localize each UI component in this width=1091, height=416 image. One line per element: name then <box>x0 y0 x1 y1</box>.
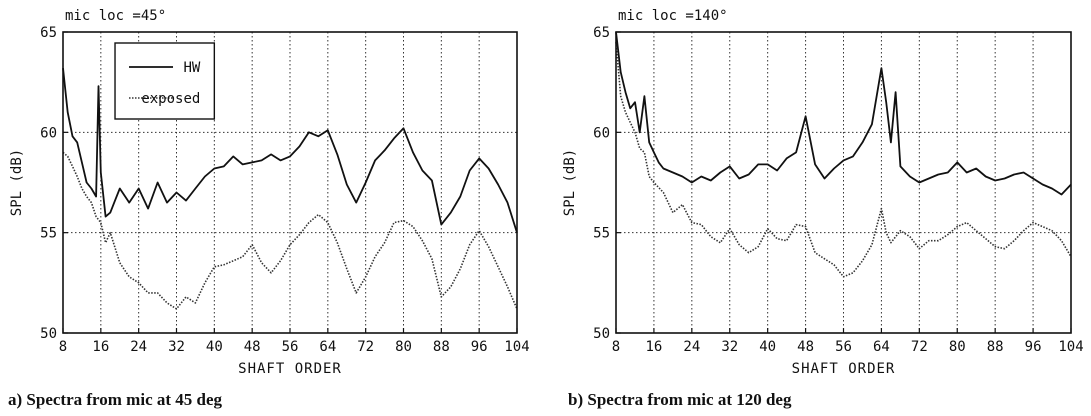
y-tick-label: 60 <box>593 125 610 141</box>
legend-box <box>114 42 216 120</box>
series-line-exposed <box>62 151 518 310</box>
x-tick-label: 24 <box>130 339 147 355</box>
y-axis-label: SPL (dB) <box>9 149 25 216</box>
chart-2: 8 16 24 32 40 48 56 64 72 80 88 96 104 50 55 60 65 mic lo… <box>562 8 1084 377</box>
x-tick-label: 88 <box>987 339 1004 355</box>
x-axis-label: SHAFT ORDER <box>238 361 342 377</box>
y-tick-label: 65 <box>593 25 610 41</box>
chart-title: mic loc =140° <box>618 8 728 24</box>
legend: HW exposed <box>114 42 216 120</box>
y-tick-label: 55 <box>593 226 610 242</box>
legend-label-exposed: exposed <box>141 91 200 107</box>
x-tick-label: 88 <box>433 339 450 355</box>
x-tick-label: 8 <box>59 339 67 355</box>
x-tick-label: 104 <box>504 339 529 355</box>
x-tick-label: 16 <box>645 339 662 355</box>
y-tick-label: 55 <box>40 226 57 242</box>
x-tick-label: 64 <box>319 339 336 355</box>
x-tick-label: 104 <box>1058 339 1083 355</box>
chart-1: 8 16 24 32 40 48 56 64 72 80 88 96 104 50 55 60 65 mic lo… <box>9 8 530 377</box>
x-tick-label: 24 <box>683 339 700 355</box>
series-line-hw <box>62 68 518 233</box>
x-tick-label: 64 <box>873 339 890 355</box>
y-axis-label: SPL (dB) <box>562 149 578 216</box>
x-tick-label: 56 <box>282 339 299 355</box>
caption-left: a) Spectra from mic at 45 deg <box>8 390 223 409</box>
x-tick-label: 40 <box>206 339 223 355</box>
x-tick-label: 96 <box>1025 339 1042 355</box>
y-tick-label: 60 <box>40 125 57 141</box>
legend-label-hw: HW <box>183 60 200 76</box>
y-tick-label: 65 <box>40 25 57 41</box>
x-tick-label: 32 <box>721 339 738 355</box>
series-line-hw <box>615 31 1072 196</box>
x-tick-label: 80 <box>395 339 412 355</box>
x-tick-label: 40 <box>759 339 776 355</box>
caption-right: b) Spectra from mic at 120 deg <box>568 390 792 409</box>
x-tick-label: 80 <box>949 339 966 355</box>
x-tick-label: 72 <box>911 339 928 355</box>
x-axis-label: SHAFT ORDER <box>792 361 896 377</box>
x-tick-label: 48 <box>244 339 261 355</box>
x-tick-label: 32 <box>168 339 185 355</box>
x-tick-label: 16 <box>92 339 109 355</box>
x-tick-label: 96 <box>471 339 488 355</box>
x-tick-label: 56 <box>835 339 852 355</box>
x-tick-label: 72 <box>357 339 374 355</box>
x-tick-label: 48 <box>797 339 814 355</box>
chart-title: mic loc =45° <box>65 8 166 24</box>
series-line-exposed <box>615 41 1072 278</box>
y-tick-label: 50 <box>593 326 610 342</box>
y-tick-label: 50 <box>40 326 57 342</box>
x-tick-label: 8 <box>612 339 620 355</box>
